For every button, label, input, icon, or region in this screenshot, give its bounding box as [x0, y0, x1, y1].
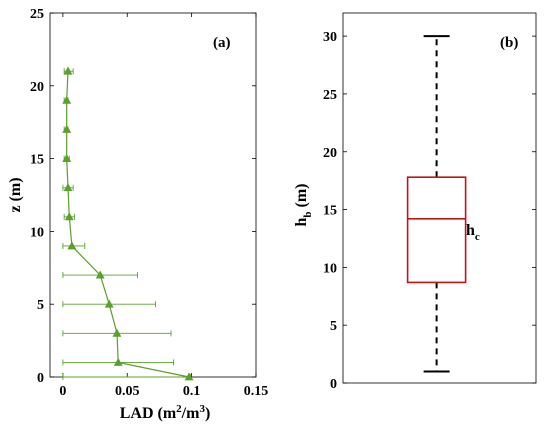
- panel-a-series: [62, 66, 194, 381]
- panel-b-plot-area: [342, 12, 537, 384]
- interquartile-box: [406, 176, 467, 284]
- lad-profile-line: [66, 71, 190, 378]
- data-point-marker: [63, 66, 73, 75]
- hc-sub: c: [475, 231, 480, 243]
- y-tick-label: 15: [30, 153, 44, 168]
- x-title-sup-2: 3: [199, 403, 205, 415]
- y-title-unit: (m): [293, 183, 310, 211]
- data-point-marker: [63, 183, 73, 192]
- data-point-marker: [62, 95, 72, 104]
- y-tick-label: 0: [37, 371, 44, 386]
- data-point-marker: [62, 153, 72, 162]
- y-tick-label: 5: [37, 298, 44, 313]
- data-point-marker: [95, 270, 105, 279]
- y-tick-label: 15: [323, 204, 337, 219]
- panel-a-label: (a): [213, 35, 231, 51]
- x-title-part-1: LAD (m: [120, 405, 177, 422]
- hc-h: h: [466, 222, 475, 239]
- x-tick-label: 0.1: [183, 384, 201, 399]
- y-title-h: h: [293, 218, 310, 227]
- panel-a-lad-profile: 0 5 10 15 20 25 0 0.05 0.1 0.15 (a) z (m) LAD (m…: [7, 7, 268, 422]
- panel-b-y-axis: 0 5 10 15 20 25 30: [323, 30, 536, 392]
- panel-b-label: (b): [500, 35, 518, 51]
- x-title-part-2: /m: [181, 405, 200, 422]
- x-title-part-3: ): [205, 405, 210, 422]
- y-tick-label: 20: [30, 80, 44, 95]
- data-point-marker: [104, 299, 114, 308]
- y-tick-label: 5: [330, 319, 337, 334]
- y-tick-label: 25: [30, 7, 44, 22]
- data-point-marker: [64, 212, 74, 221]
- data-point-marker: [67, 241, 77, 250]
- data-point-marker: [112, 328, 122, 337]
- y-title-sub: b: [302, 211, 314, 217]
- y-tick-label: 20: [323, 146, 337, 161]
- x-tick-label: 0.05: [115, 384, 140, 399]
- x-title-sup-1: 2: [176, 403, 182, 415]
- data-point-marker: [62, 124, 72, 133]
- panel-a-y-axis-title: z (m): [7, 177, 24, 212]
- data-point-marker: [113, 357, 123, 366]
- x-tick-label: 0.15: [244, 384, 269, 399]
- panel-a-x-axis-title: LAD (m2/m3): [120, 403, 211, 422]
- y-tick-label: 10: [30, 225, 44, 240]
- x-tick-label: 0: [59, 384, 66, 399]
- y-tick-label: 10: [323, 261, 337, 276]
- data-point-marker: [184, 372, 194, 381]
- hc-annotation: hc: [466, 222, 480, 243]
- panel-b-box: [406, 35, 467, 373]
- y-tick-label: 25: [323, 88, 337, 103]
- y-tick-label: 0: [330, 377, 337, 392]
- y-tick-label: 30: [323, 30, 337, 45]
- panel-a-y-axis: 0 5 10 15 20 25: [30, 7, 256, 386]
- panel-a-x-axis: 0 0.05 0.1 0.15: [59, 13, 268, 399]
- panel-a-plot-area: [49, 12, 257, 378]
- panel-b-y-axis-title: hb (m): [293, 183, 314, 226]
